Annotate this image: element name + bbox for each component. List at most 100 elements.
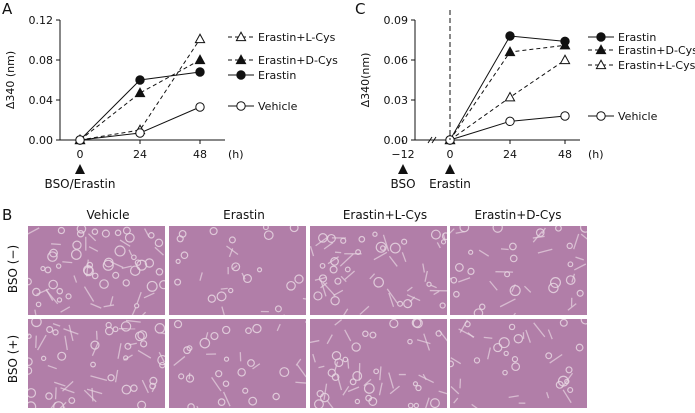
- data-point-erastin: [505, 31, 515, 41]
- cell-round: [210, 331, 219, 341]
- cell-round: [31, 319, 42, 328]
- cell-spindle: [513, 312, 516, 315]
- y-tick-label: 0.09: [384, 14, 409, 27]
- cell-spindle: [137, 349, 152, 359]
- cell-round: [375, 241, 387, 253]
- cell-spindle: [537, 248, 553, 254]
- cell-round: [351, 342, 361, 352]
- cell-spindle: [37, 334, 47, 351]
- cell-round: [70, 249, 82, 260]
- cell-round: [104, 326, 114, 336]
- cell-round: [412, 319, 423, 329]
- cell-round: [137, 330, 148, 341]
- cell-round: [373, 368, 380, 375]
- cell-round: [245, 327, 252, 335]
- cell-round: [576, 289, 584, 297]
- cell-spindle: [34, 309, 37, 315]
- cell-round: [459, 226, 470, 233]
- axis-break-mark: [427, 136, 433, 144]
- cell-round: [72, 240, 82, 250]
- x-tick-label: 48: [193, 148, 207, 161]
- cell-round: [228, 287, 234, 294]
- cell-round: [90, 361, 96, 368]
- cell-round: [478, 303, 486, 311]
- cell-spindle: [424, 270, 428, 282]
- cell-round: [453, 290, 460, 298]
- y-tick-label: 0.08: [29, 54, 54, 67]
- cell-spindle: [567, 303, 577, 311]
- cell-round: [131, 254, 137, 261]
- cell-round: [439, 302, 446, 309]
- cell-round: [217, 398, 226, 406]
- series-erastin-l-cys: [444, 54, 571, 145]
- cell-round: [319, 392, 330, 403]
- cell-round: [407, 402, 414, 408]
- cell-round: [148, 232, 155, 239]
- x-tick-label: 24: [133, 148, 147, 161]
- cell-round: [47, 251, 58, 262]
- bso-label: BSO: [390, 177, 415, 191]
- cell-spindle: [83, 286, 95, 302]
- micrograph-image: [174, 226, 306, 315]
- cell-round: [430, 229, 441, 240]
- cell-spindle: [334, 361, 339, 372]
- cell-spindle: [573, 263, 587, 271]
- cell-spindle: [87, 233, 97, 242]
- data-point-vehicle: [560, 111, 570, 121]
- x-unit-label: (h): [228, 148, 244, 161]
- cell-round: [159, 361, 165, 369]
- cell-round: [397, 300, 404, 307]
- cell-spindle: [54, 381, 66, 387]
- cell-round: [28, 357, 33, 367]
- cell-spindle: [379, 366, 382, 381]
- cell-round: [511, 356, 519, 363]
- legend-label-erastin-d-cys: Erastin+D-Cys: [258, 54, 338, 67]
- legend-label-erastin: Erastin: [618, 31, 656, 44]
- cell-spindle: [389, 385, 400, 395]
- cell-spindle: [359, 305, 370, 315]
- cell-round: [45, 392, 53, 400]
- cell-spindle: [388, 255, 398, 267]
- cell-round: [354, 398, 361, 405]
- cell-spindle: [68, 324, 74, 342]
- cell-spindle: [60, 306, 71, 313]
- cell-spindle: [296, 364, 306, 378]
- cell-spindle: [340, 275, 347, 283]
- micrograph-image: [450, 319, 587, 408]
- cell-spindle: [546, 392, 550, 399]
- cell-round: [550, 277, 561, 289]
- cell-spindle: [86, 259, 89, 277]
- legend-marker-vehicle: [596, 111, 606, 121]
- cell-round: [450, 276, 458, 284]
- cell-spindle: [312, 353, 316, 363]
- cell-spindle: [125, 319, 141, 323]
- micrograph-erastin-d-cys-bso-plus: [450, 319, 587, 408]
- cell-round: [65, 293, 72, 300]
- cell-round: [121, 384, 132, 395]
- cell-spindle: [35, 335, 37, 348]
- panel-c-chart: 0.00 0.03 0.06 0.09 −12 0 24 48 (h) Δ340(nm) Erast…: [359, 10, 695, 191]
- cell-round: [565, 275, 576, 285]
- cell-round: [554, 226, 562, 232]
- cell-spindle: [487, 347, 491, 360]
- cell-spindle: [524, 285, 532, 293]
- cell-spindle: [573, 233, 580, 250]
- legend-label-vehicle: Vehicle: [618, 110, 658, 123]
- cell-spindle: [121, 265, 132, 269]
- cell-round: [57, 226, 66, 235]
- cell-round: [401, 238, 408, 245]
- cell-round: [130, 384, 138, 392]
- cell-round: [207, 294, 216, 303]
- cell-round: [40, 355, 47, 362]
- x-tick-label: 0: [447, 148, 454, 161]
- data-point-vehicle: [195, 102, 205, 112]
- cell-spindle: [220, 287, 228, 290]
- cell-spindle: [28, 227, 40, 235]
- cell-round: [32, 287, 41, 297]
- cell-round: [342, 356, 349, 363]
- cell-spindle: [90, 303, 102, 309]
- cell-round: [76, 226, 87, 234]
- micrograph-vehicle-bso-plus: [28, 319, 165, 408]
- cell-round: [473, 308, 484, 315]
- cell-round: [548, 282, 559, 294]
